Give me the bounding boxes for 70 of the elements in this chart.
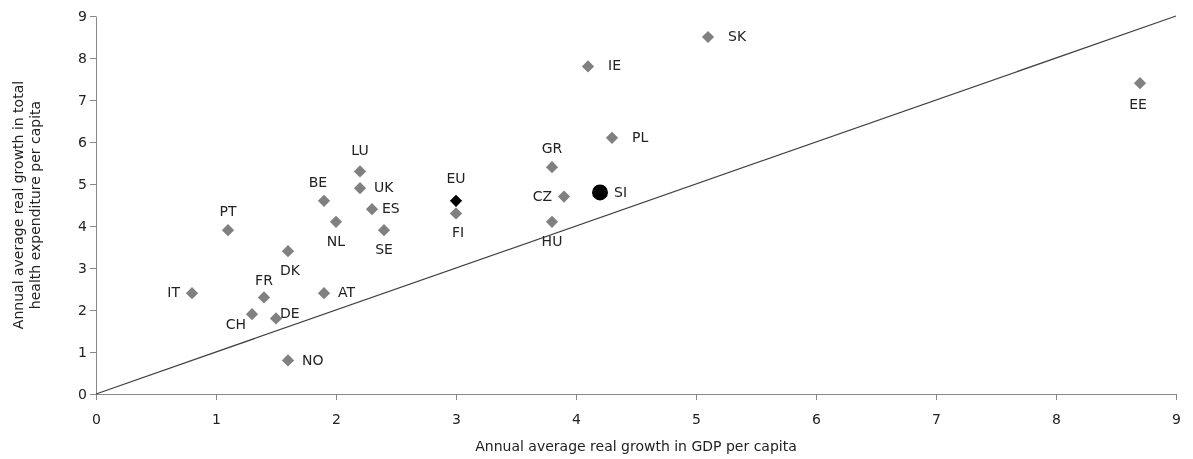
point (317, 194, 331, 207)
point (281, 354, 295, 367)
y-tick-label: 0 (78, 385, 87, 402)
annotation: FI (451, 224, 465, 241)
point (221, 224, 235, 237)
y-tick-label: 1 (78, 343, 87, 360)
y-tick-label: 5 (78, 175, 87, 192)
annotation: IT (167, 284, 181, 301)
y-tick-label: 2 (78, 301, 87, 318)
point (185, 287, 199, 300)
point (317, 287, 331, 300)
annotation: CH (225, 316, 246, 333)
annotation: NL (326, 232, 346, 249)
annotation: DK (280, 262, 301, 279)
point (245, 308, 259, 321)
annotation: BE (308, 173, 328, 190)
point (281, 245, 295, 258)
annotation: ES (382, 200, 400, 217)
y-tick-label: 3 (78, 259, 87, 276)
annotation: IE (608, 57, 621, 74)
annotation: FR (255, 272, 274, 289)
point (353, 182, 367, 195)
x-axis-title: Annual average real growth in GDP per capita (475, 438, 797, 454)
annotation: EU (446, 169, 466, 186)
y-tick-label: 4 (78, 217, 88, 234)
point (581, 60, 595, 73)
y-tick-label: 6 (78, 133, 88, 150)
x-tick-label: 4 (572, 410, 582, 427)
point (365, 203, 379, 216)
point (545, 161, 559, 174)
annotation: PT (219, 203, 237, 220)
annotation: DE (280, 305, 300, 322)
x-tick-label: 8 (1052, 410, 1061, 427)
point (449, 207, 463, 220)
point (701, 30, 715, 44)
annotation: LU (351, 142, 369, 159)
x-tick-label: 1 (212, 410, 221, 427)
annotation: UK (374, 179, 395, 196)
point (1133, 77, 1147, 90)
annotation: PL (632, 128, 649, 145)
point (557, 190, 571, 203)
annotation: HU (541, 232, 563, 249)
point (605, 131, 619, 144)
point (449, 194, 463, 207)
x-tick-label: 3 (452, 410, 461, 427)
annotation: EE (1129, 96, 1147, 113)
x-tick-label: 9 (1172, 410, 1181, 427)
point (269, 312, 283, 325)
annotation: GR (541, 140, 563, 157)
y-tick-label: 8 (78, 49, 87, 66)
x-tick-label: 0 (92, 410, 101, 427)
annotation: AT (338, 284, 356, 301)
x-tick-label: 2 (332, 410, 341, 427)
point (545, 215, 559, 228)
point (377, 224, 391, 237)
annotation: SI (614, 184, 628, 201)
x-tick-label: 5 (692, 410, 701, 427)
annotation: SK (728, 28, 747, 44)
x-tick-label: 6 (812, 410, 822, 427)
point (353, 165, 367, 178)
annotation: NO (302, 352, 324, 369)
annotation: CZ (532, 187, 552, 204)
y-tick-label: 7 (78, 91, 87, 108)
annotation: SE (375, 241, 393, 258)
y-tick-label: 9 (78, 7, 87, 24)
point (592, 184, 608, 201)
point (329, 215, 343, 228)
x-tick-label: 7 (932, 410, 941, 427)
point (257, 291, 271, 304)
y-axis-title: Annual average real growth in total health expenditure per capita (10, 80, 43, 330)
